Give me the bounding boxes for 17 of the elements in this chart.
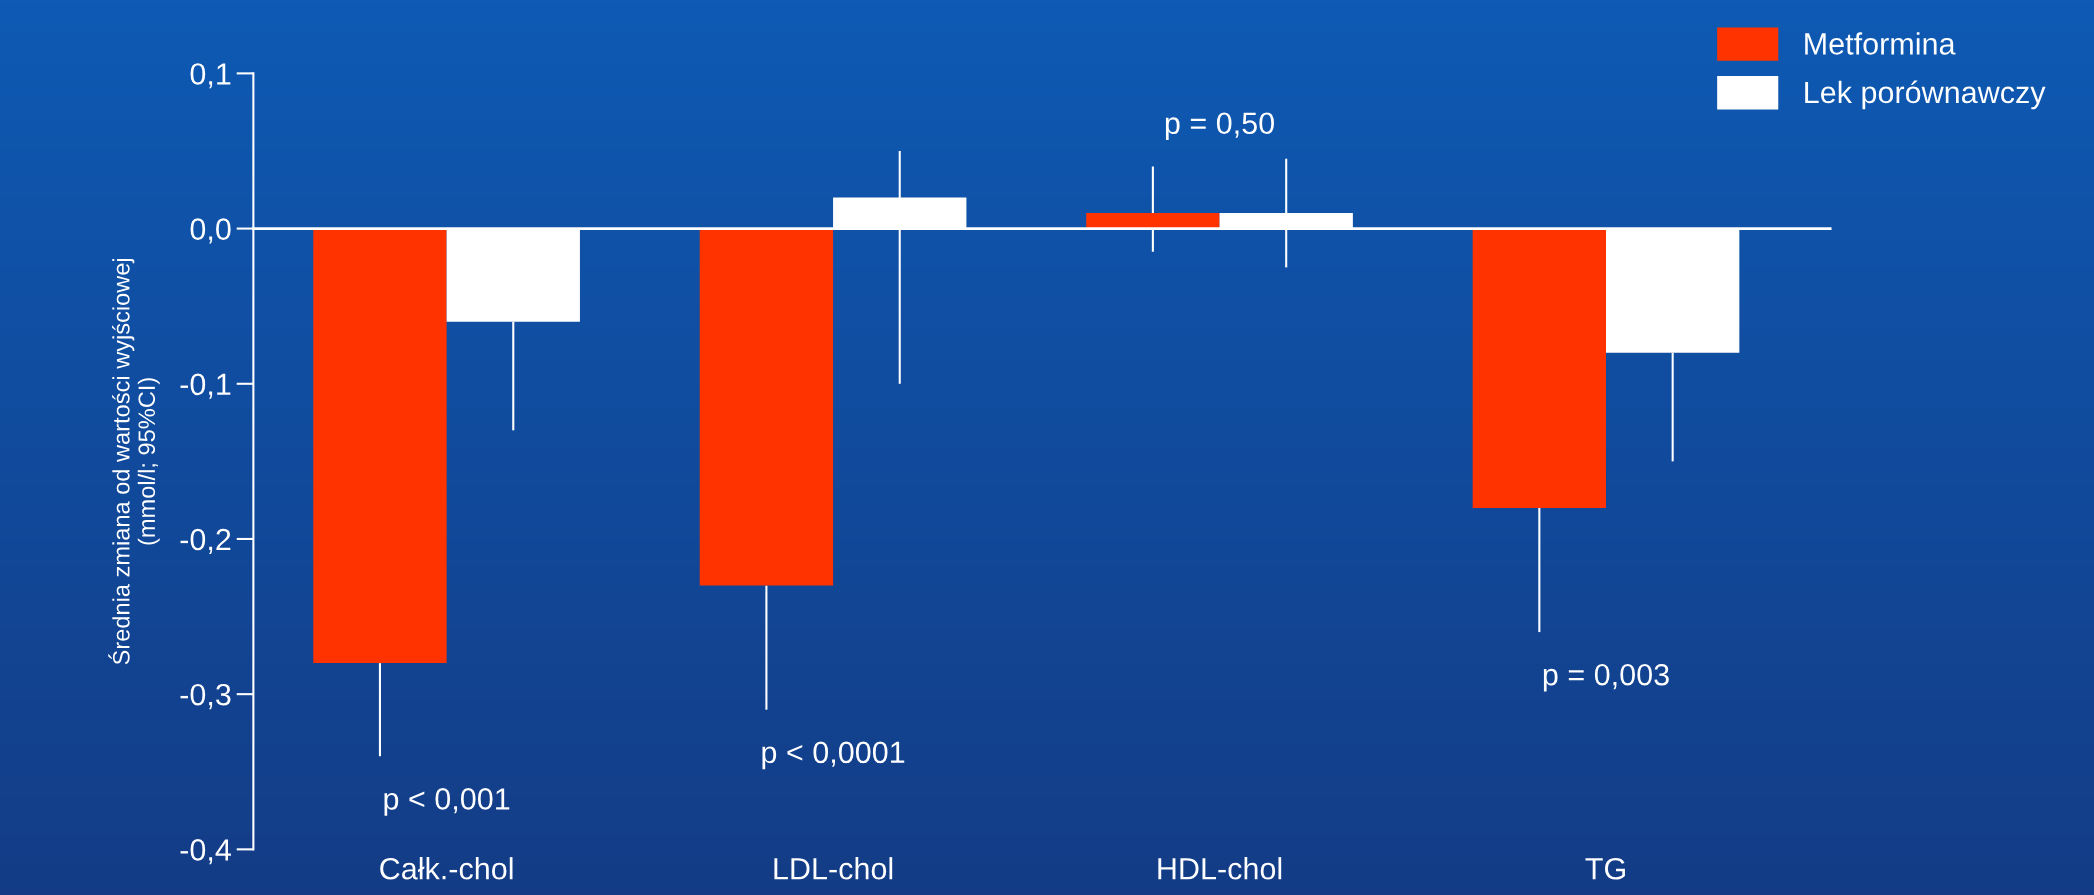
- legend-label: Lek porównawczy: [1805, 80, 2046, 110]
- legend-label: Metformina: [1805, 32, 1956, 55]
- annotation: p < 0,0001: [762, 741, 905, 770]
- x-tick-label: Całk.-chol: [380, 857, 513, 880]
- annotation: p = 0,003: [1543, 663, 1669, 692]
- y-tick-label: 0,0: [190, 218, 231, 244]
- x-tick-label: LDL-chol: [774, 857, 893, 880]
- y-tick-label: 0,1: [190, 63, 231, 89]
- x-tick-label: HDL-chol: [1158, 857, 1282, 880]
- annotation: p < 0,001: [384, 788, 510, 816]
- annotation: p = 0,50: [1165, 112, 1274, 141]
- y-tick-label: -0,2: [180, 528, 231, 554]
- x-tick-label: TG: [1585, 857, 1625, 880]
- y-axis-title: Średnia zmiana od wartości wyjściowej (mmol/l; 95%CI): [108, 258, 160, 665]
- y-tick-label: -0,4: [180, 839, 231, 865]
- y-tick-label: -0,3: [180, 683, 231, 710]
- y-tick-label: -0,1: [180, 373, 231, 399]
